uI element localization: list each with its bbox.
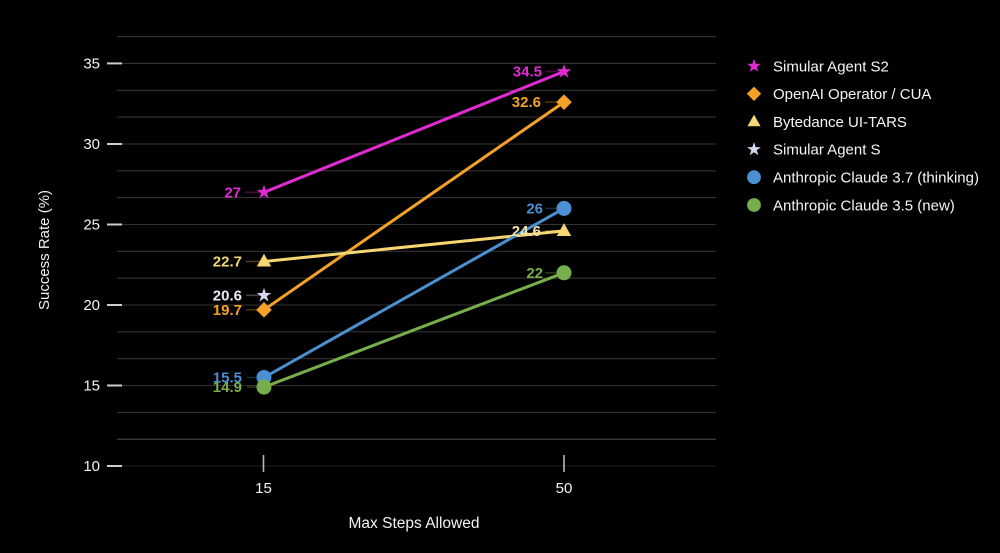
svg-text:24.6: 24.6 bbox=[512, 223, 541, 240]
svg-text:Anthropic Claude 3.5 (new): Anthropic Claude 3.5 (new) bbox=[773, 197, 955, 214]
svg-text:15: 15 bbox=[255, 480, 272, 497]
svg-text:Success Rate (%): Success Rate (%) bbox=[36, 190, 53, 310]
svg-text:Simular Agent S: Simular Agent S bbox=[773, 142, 881, 159]
svg-text:Bytedance UI-TARS: Bytedance UI-TARS bbox=[773, 114, 907, 131]
svg-text:10: 10 bbox=[83, 458, 100, 475]
svg-text:50: 50 bbox=[556, 480, 573, 497]
svg-text:34.5: 34.5 bbox=[513, 64, 542, 81]
svg-text:20: 20 bbox=[83, 297, 100, 314]
svg-text:22.7: 22.7 bbox=[213, 254, 242, 271]
svg-text:22: 22 bbox=[526, 265, 543, 282]
svg-text:Max Steps Allowed: Max Steps Allowed bbox=[349, 515, 480, 532]
svg-text:Simular Agent S2: Simular Agent S2 bbox=[773, 58, 889, 75]
svg-text:30: 30 bbox=[83, 136, 100, 153]
svg-text:15.5: 15.5 bbox=[213, 370, 242, 387]
svg-text:35: 35 bbox=[83, 56, 100, 73]
svg-text:25: 25 bbox=[83, 217, 100, 234]
svg-text:14.9: 14.9 bbox=[213, 379, 242, 396]
svg-text:Anthropic Claude 3.7 (thinking: Anthropic Claude 3.7 (thinking) bbox=[773, 170, 979, 187]
svg-text:27: 27 bbox=[224, 184, 241, 201]
svg-text:19.7: 19.7 bbox=[213, 302, 242, 319]
svg-text:15: 15 bbox=[83, 378, 100, 395]
svg-text:20.6: 20.6 bbox=[213, 287, 242, 304]
svg-text:OpenAI Operator / CUA: OpenAI Operator / CUA bbox=[773, 86, 931, 103]
svg-text:26: 26 bbox=[526, 200, 543, 217]
svg-text:32.6: 32.6 bbox=[512, 94, 541, 111]
